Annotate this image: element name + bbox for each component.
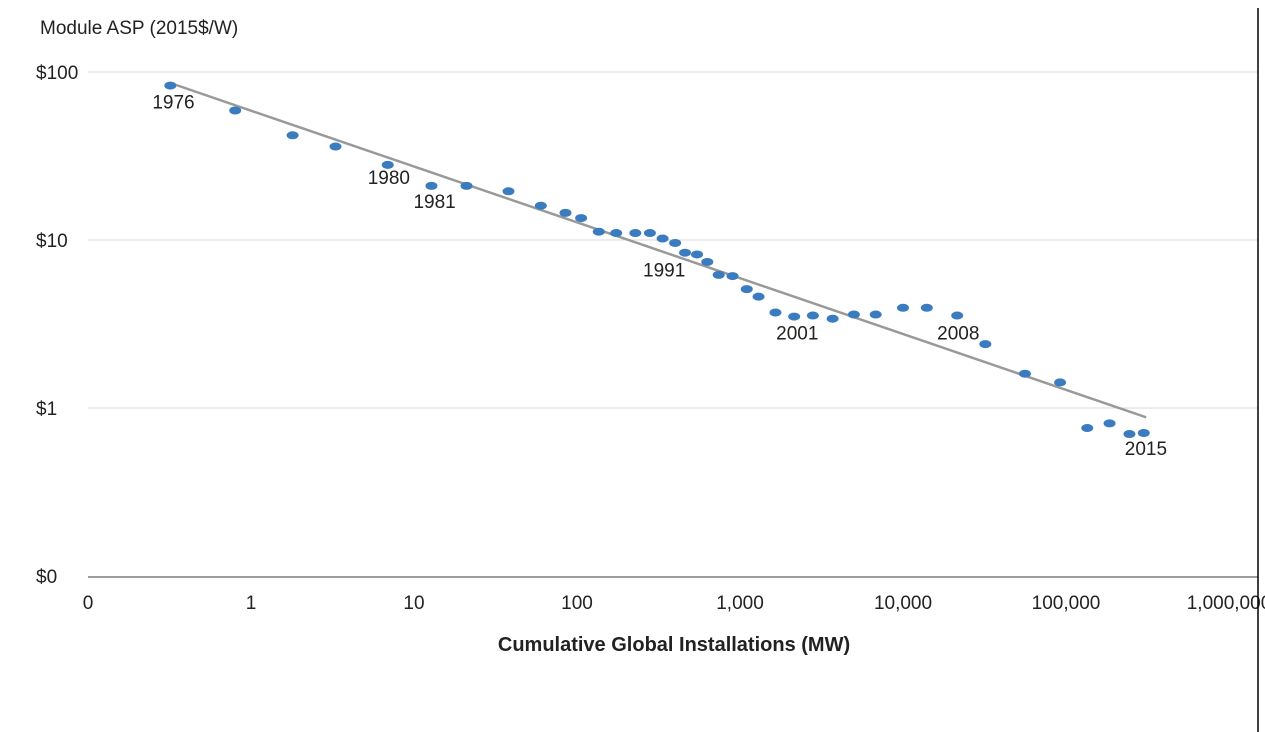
data-point [502, 187, 515, 196]
data-points [164, 81, 1150, 439]
data-point [726, 272, 739, 281]
year-label: 2008 [937, 324, 979, 345]
x-axis-ticks: 0 1 10 100 1,000 10,000 100,000 1,000,000 [83, 593, 1265, 614]
data-point [286, 131, 299, 140]
data-point [610, 229, 623, 238]
data-point [712, 270, 725, 279]
data-point [806, 311, 819, 320]
data-point [381, 160, 394, 169]
data-point [920, 303, 933, 312]
data-point [559, 208, 572, 217]
data-point [534, 201, 547, 210]
data-point [1054, 378, 1067, 387]
x-tick-label: 1,000,000 [1187, 593, 1265, 614]
y-tick-label: $0 [36, 567, 57, 588]
x-tick-label: 10,000 [874, 593, 932, 614]
trend-line [169, 81, 1147, 419]
x-tick-label: 0 [83, 593, 94, 614]
x-axis-label: Cumulative Global Installations (MW) [498, 634, 850, 656]
year-label: 1980 [368, 168, 410, 189]
y-axis-label: Module ASP (2015$/W) [40, 18, 238, 39]
data-point [460, 181, 473, 190]
data-point [575, 214, 588, 223]
x-tick-label: 1,000 [716, 593, 764, 614]
x-tick-label: 1 [246, 593, 257, 614]
data-point [769, 308, 782, 317]
data-point [592, 227, 605, 236]
year-label: 1976 [152, 93, 194, 114]
data-point [1137, 428, 1150, 437]
x-tick-label: 10 [403, 593, 424, 614]
year-label: 2001 [776, 324, 818, 345]
y-tick-label: $10 [36, 231, 68, 252]
year-label: 1991 [643, 261, 685, 282]
data-point [897, 303, 909, 312]
y-tick-label: $100 [36, 63, 78, 84]
data-point [826, 314, 839, 323]
data-point [1018, 369, 1031, 378]
data-point [656, 234, 669, 243]
data-point [752, 292, 765, 301]
data-point [329, 142, 342, 151]
y-axis-ticks: $100 $10 $1 $0 [36, 63, 78, 588]
x-tick-label: 100 [561, 593, 593, 614]
x-tick-label: 100,000 [1032, 593, 1101, 614]
data-point [740, 285, 753, 294]
data-point [643, 229, 656, 238]
y-tick-label: $1 [36, 399, 57, 420]
data-point [669, 238, 682, 247]
data-point [979, 340, 992, 349]
data-point [1123, 430, 1136, 439]
data-point [691, 250, 704, 259]
year-label: 1981 [413, 192, 455, 213]
data-point [425, 181, 438, 190]
data-point [788, 312, 801, 321]
data-point [679, 248, 692, 257]
data-point [1103, 419, 1116, 428]
data-point [229, 106, 242, 115]
data-point [847, 310, 860, 319]
data-point [869, 310, 882, 319]
data-point [701, 257, 714, 266]
year-label: 2015 [1125, 439, 1167, 460]
data-point [164, 81, 177, 90]
data-point [951, 311, 964, 320]
data-point [629, 229, 642, 238]
data-point [1081, 424, 1094, 433]
